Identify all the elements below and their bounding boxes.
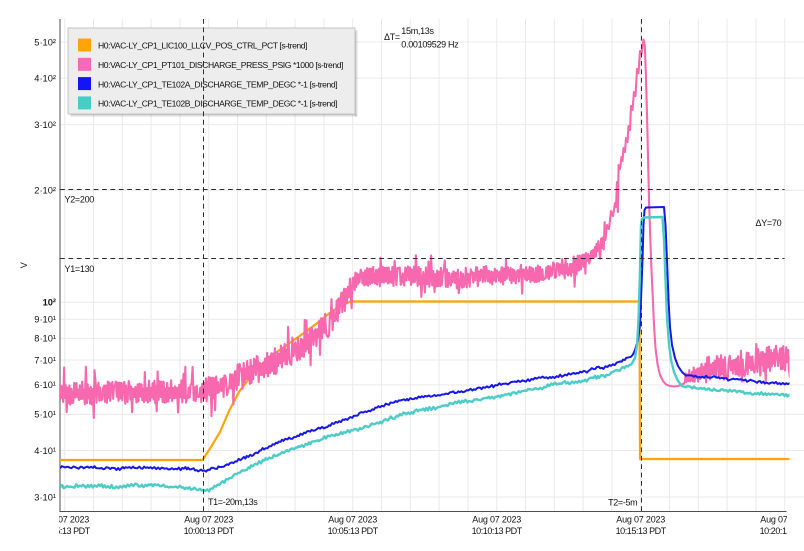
svg-text:09:55:13 PDT: 09:55:13 PDT [40,526,91,536]
svg-text:H0:VAC-LY_CP1_TE102B_DISCHARGE: H0:VAC-LY_CP1_TE102B_DISCHARGE_TEMP_DEGC… [98,99,337,109]
svg-text:T2=-5m: T2=-5m [608,498,637,508]
svg-text:10²: 10² [43,298,56,308]
svg-text:10:10:13 PDT: 10:10:13 PDT [472,526,523,536]
svg-text:H0:VAC-LY_CP1_TE102A_DISCHARGE: H0:VAC-LY_CP1_TE102A_DISCHARGE_TEMP_DEGC… [98,79,337,89]
svg-text:8·10¹: 8·10¹ [34,334,56,344]
svg-text:4·10¹: 4·10¹ [34,446,56,456]
svg-text:7·10¹: 7·10¹ [34,355,56,365]
svg-text:ΔT=: ΔT= [384,32,400,42]
svg-text:ΔY=70: ΔY=70 [756,218,782,228]
svg-text:2·10²: 2·10² [34,186,56,196]
svg-text:0.00109529 Hz: 0.00109529 Hz [401,40,459,50]
svg-text:9·10¹: 9·10¹ [34,315,56,325]
svg-text:Y2=200: Y2=200 [65,195,95,205]
svg-text:Y1=130: Y1=130 [65,264,95,274]
svg-text:H0:VAC-LY_CP1_PT101_DISCHARGE_: H0:VAC-LY_CP1_PT101_DISCHARGE_PRESS_PSIG… [98,60,343,70]
svg-text:3·10¹: 3·10¹ [34,492,56,502]
svg-text:15m,13s: 15m,13s [401,26,434,36]
svg-text:Aug 07 2023: Aug 07 2023 [184,514,233,524]
svg-text:3·10²: 3·10² [34,120,56,130]
svg-text:Aug 07 2023: Aug 07 2023 [760,514,804,524]
svg-text:5·10²: 5·10² [34,37,56,47]
svg-text:10:15:13 PDT: 10:15:13 PDT [616,526,667,536]
svg-text:Aug 07 2023: Aug 07 2023 [328,514,377,524]
svg-text:10:00:13 PDT: 10:00:13 PDT [184,526,235,536]
svg-text:Aug 07 2023: Aug 07 2023 [40,514,89,524]
svg-text:6·10¹: 6·10¹ [34,380,56,390]
svg-text:T1=-20m,13s: T1=-20m,13s [208,497,258,507]
svg-text:4·10²: 4·10² [34,73,56,83]
svg-text:5·10¹: 5·10¹ [34,410,56,420]
svg-text:H0:VAC-LY_CP1_LIC100_LLCV_POS_: H0:VAC-LY_CP1_LIC100_LLCV_POS_CTRL_PCT [… [98,41,307,51]
svg-text:Aug 07 2023: Aug 07 2023 [472,514,521,524]
svg-text:10:05:13 PDT: 10:05:13 PDT [328,526,379,536]
svg-text:V: V [19,262,29,268]
svg-text:10:20:13 PDT: 10:20:13 PDT [760,526,804,536]
svg-text:Aug 07 2023: Aug 07 2023 [616,514,665,524]
